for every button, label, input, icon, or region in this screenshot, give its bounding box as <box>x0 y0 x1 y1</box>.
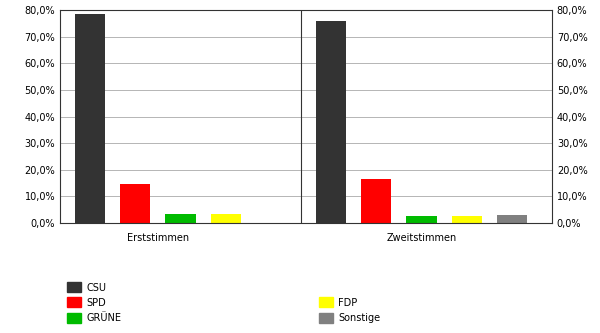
Legend: FDP, Sonstige: FDP, Sonstige <box>317 295 382 325</box>
Bar <box>211 213 241 223</box>
Bar <box>316 21 346 223</box>
Text: Erststimmen: Erststimmen <box>127 233 189 243</box>
Bar <box>166 213 196 223</box>
Bar <box>120 184 151 223</box>
Bar <box>497 214 527 223</box>
Bar <box>361 179 391 223</box>
Text: Zweitstimmen: Zweitstimmen <box>386 233 457 243</box>
Bar <box>406 216 437 223</box>
Bar <box>75 14 105 223</box>
Bar <box>452 216 482 223</box>
Legend: CSU, SPD, GRÜNE: CSU, SPD, GRÜNE <box>65 280 123 325</box>
